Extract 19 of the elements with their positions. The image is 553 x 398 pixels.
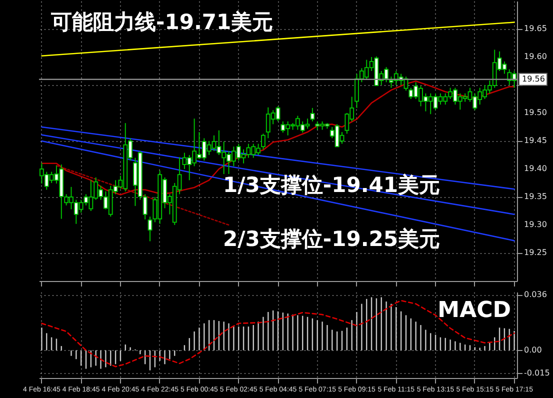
y-tick-label: 19.40: [524, 164, 547, 173]
candlestick: [148, 216, 152, 242]
y-tick-label: 19.35: [524, 192, 547, 201]
y-tick-label: 0.036: [524, 290, 547, 300]
y-tick-label: 19.30: [524, 220, 547, 229]
y-tick-label: 19.45: [524, 136, 547, 145]
y-tick-label: 0.00: [524, 345, 542, 354]
y-tick-label: 19.65: [524, 24, 547, 33]
y-tick-label: 19.60: [524, 52, 547, 61]
annotation: 2/3支撑位-19.25美元: [223, 227, 440, 251]
y-tick-label: 19.50: [524, 108, 547, 117]
y-tick-label: 19.25: [524, 248, 547, 257]
annotation: 可能阻力线-19.71美元: [50, 10, 274, 34]
candlestick: [310, 107, 315, 122]
y-tick-label: -0.015: [524, 368, 550, 378]
annotation: MACD: [438, 298, 511, 323]
ref-line-label: 19.56: [522, 74, 545, 84]
line-series: [41, 300, 515, 368]
candlestick: [261, 133, 266, 150]
